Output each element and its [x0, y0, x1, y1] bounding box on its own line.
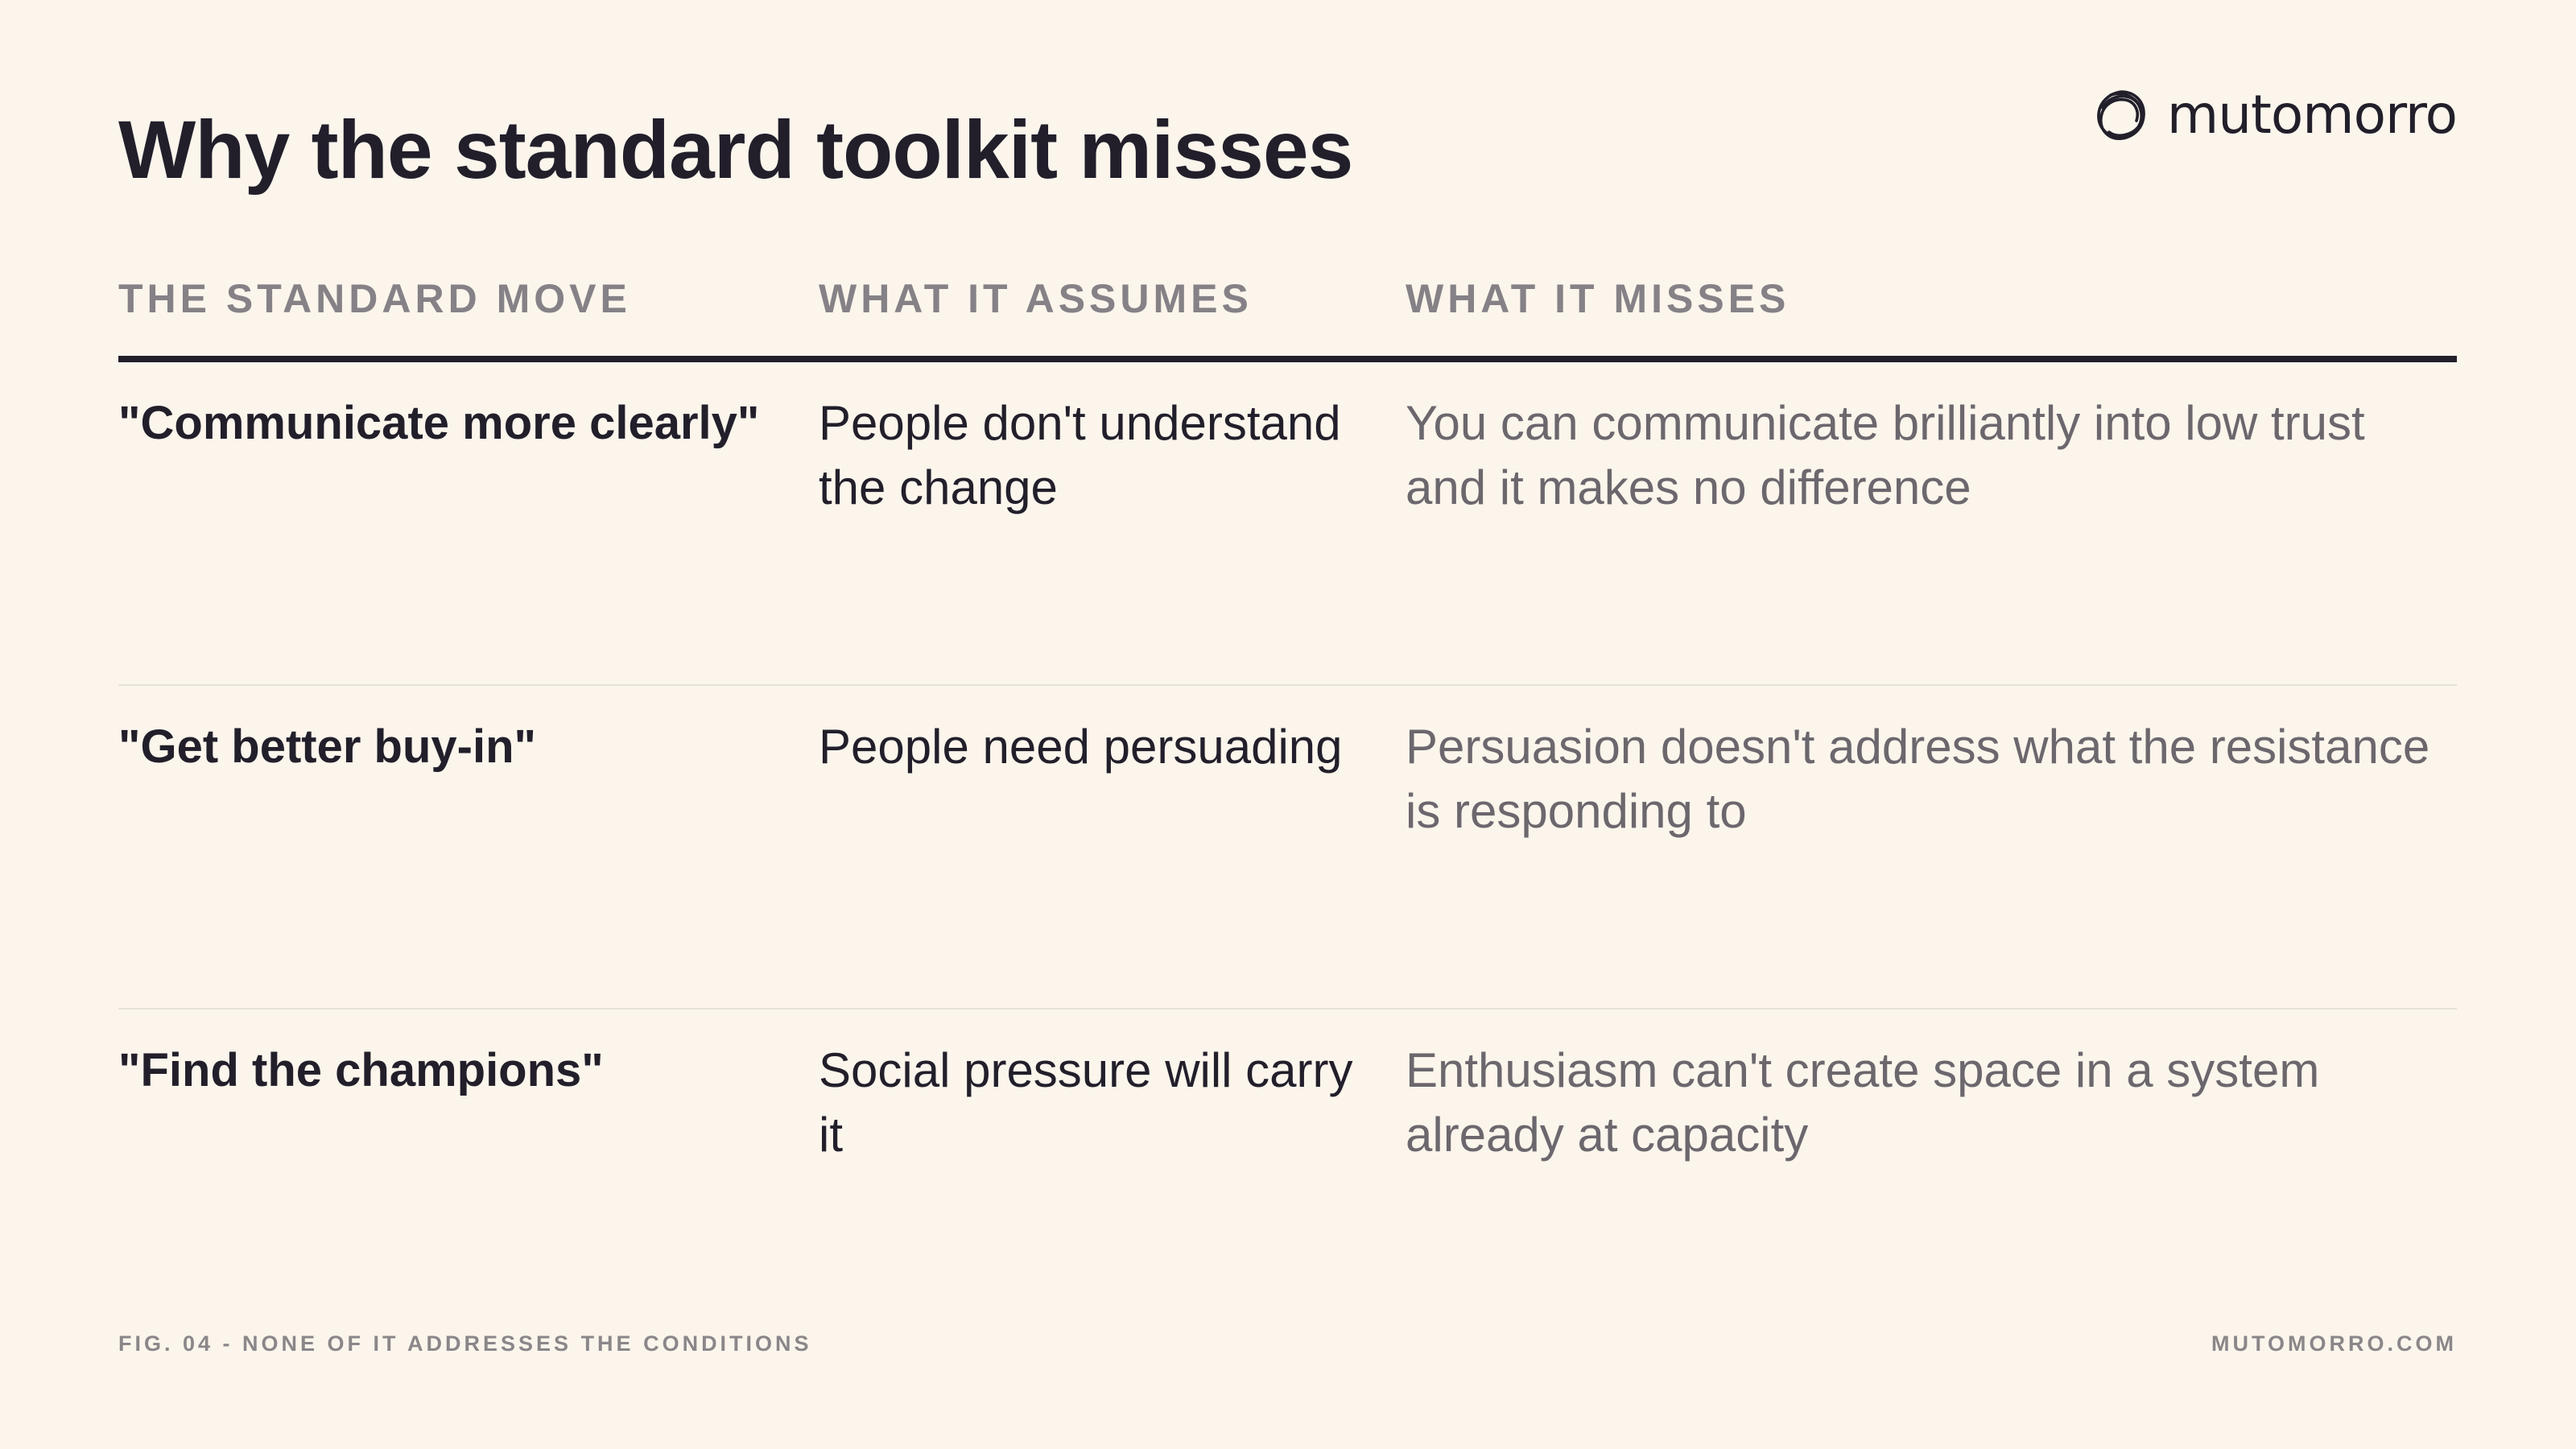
brand-logo: mutomorro	[2093, 84, 2458, 146]
assumption-cell: Social pressure will carry it	[819, 1043, 1353, 1162]
table-row: "Communicate more clearly" People don't …	[118, 362, 2457, 686]
standard-move-cell: "Find the champions"	[118, 1044, 604, 1096]
table-row: "Get better buy-in" People need persuadi…	[118, 686, 2457, 1009]
column-header-what-it-assumes: WHAT IT ASSUMES	[819, 276, 1253, 321]
comparison-table: THE STANDARD MOVE WHAT IT ASSUMES WHAT I…	[118, 272, 2457, 1331]
assumption-cell: People need persuading	[819, 720, 1343, 774]
standard-move-cell: "Communicate more clearly"	[118, 397, 760, 449]
table-header-row: THE STANDARD MOVE WHAT IT ASSUMES WHAT I…	[118, 272, 2457, 362]
table-row: "Find the champions" Social pressure wil…	[118, 1009, 2457, 1331]
miss-cell: Persuasion doesn't address what the resi…	[1406, 720, 2430, 838]
column-header-what-it-misses: WHAT IT MISSES	[1406, 276, 1790, 321]
column-header-standard-move: THE STANDARD MOVE	[118, 276, 631, 321]
site-url: MUTOMORRO.COM	[2211, 1331, 2457, 1356]
loop-knot-icon	[2097, 89, 2145, 140]
standard-move-cell: "Get better buy-in"	[118, 720, 537, 773]
assumption-cell: People don't understand the change	[819, 396, 1341, 514]
miss-cell: Enthusiasm can't create space in a syste…	[1406, 1043, 2320, 1162]
miss-cell: You can communicate brilliantly into low…	[1406, 396, 2365, 514]
brand-name: mutomorro	[2166, 84, 2458, 146]
page-title: Why the standard toolkit misses	[118, 104, 1353, 196]
figure-caption: FIG. 04 - NONE OF IT ADDRESSES THE CONDI…	[118, 1331, 812, 1356]
